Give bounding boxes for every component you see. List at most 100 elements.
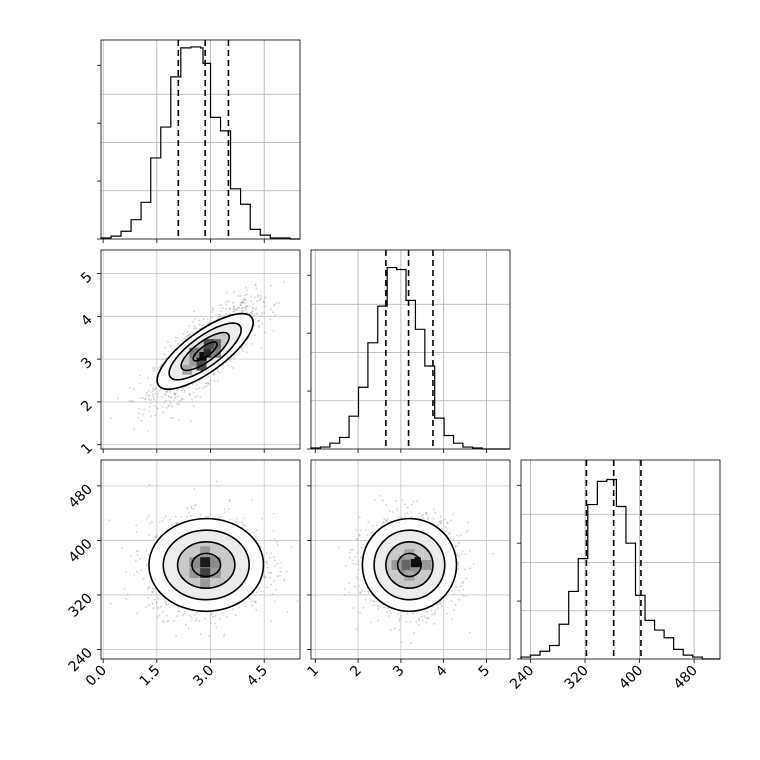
sample-point [269, 318, 272, 321]
sample-point [136, 553, 139, 556]
sample-point [236, 517, 238, 520]
sample-point [459, 534, 462, 537]
sample-point [196, 394, 199, 397]
sample-point [355, 576, 358, 579]
contour-line-2 [373, 529, 446, 601]
sample-point [382, 521, 385, 524]
sample-point [221, 307, 224, 310]
sample-point [456, 553, 459, 556]
sample-point [400, 614, 403, 617]
sample-point [244, 308, 247, 310]
sample-point [186, 507, 189, 510]
sample-point [210, 316, 213, 319]
sample-point [357, 568, 360, 571]
panel-content [311, 460, 510, 659]
sample-point [152, 607, 155, 610]
sample-point [163, 401, 165, 404]
sample-point [269, 284, 272, 287]
sample-point [178, 400, 181, 403]
sample-point [151, 587, 154, 590]
histogram-step-line [520, 478, 720, 660]
sample-point [159, 388, 162, 391]
sample-point [243, 517, 246, 520]
sample-point [199, 396, 202, 398]
sample-point [237, 306, 240, 309]
sample-point [409, 620, 412, 623]
sample-point [251, 306, 254, 309]
sample-point [190, 619, 193, 622]
sample-point [182, 387, 184, 390]
sample-point [140, 419, 143, 422]
sample-point [156, 534, 158, 536]
sample-point [439, 521, 442, 524]
sample-point [260, 346, 263, 349]
sample-point [348, 581, 351, 584]
sample-point [216, 316, 219, 319]
sample-point [425, 512, 427, 514]
sample-point [462, 594, 465, 597]
sample-point [251, 312, 254, 314]
sample-point [422, 517, 425, 520]
sample-point [206, 382, 208, 384]
sample-point [165, 603, 168, 606]
sample-point [275, 302, 278, 304]
sample-point [248, 305, 251, 308]
sample-point [135, 550, 138, 553]
sample-point [460, 553, 463, 556]
sample-point [136, 612, 139, 615]
sample-point [450, 589, 453, 592]
sample-point [218, 313, 221, 316]
sample-point [170, 396, 173, 399]
sample-point [261, 322, 264, 325]
sample-point [435, 609, 437, 611]
sample-point [169, 402, 172, 405]
sample-point [187, 334, 190, 337]
sample-point [452, 513, 455, 516]
sample-point [236, 307, 238, 310]
sample-point [451, 618, 454, 621]
sample-point [257, 294, 259, 297]
sample-point [461, 582, 464, 584]
sample-point [192, 405, 195, 407]
sample-point [162, 352, 165, 355]
sample-point [155, 536, 158, 539]
sample-point [276, 575, 279, 578]
sample-point [159, 366, 161, 369]
sample-point [439, 602, 442, 605]
sample-point [251, 307, 254, 309]
sample-point [279, 574, 281, 577]
sample-point [458, 555, 461, 558]
sample-point [244, 305, 247, 308]
x-tick-label-1-2: 1.5 [137, 663, 164, 690]
sample-point [193, 327, 195, 330]
sample-point [275, 541, 278, 543]
sample-point [355, 529, 358, 531]
sample-point [406, 506, 409, 509]
sample-point [244, 306, 247, 309]
sample-point [235, 309, 238, 311]
density-cell [189, 557, 200, 568]
panel-content [101, 250, 300, 449]
sample-point [389, 629, 392, 632]
contour-line-2 [168, 322, 242, 381]
sample-point [174, 396, 176, 399]
sample-point [285, 570, 288, 573]
sample-point [228, 500, 231, 503]
sample-point [448, 532, 451, 535]
x-tick-label-3-1: 240 [507, 663, 537, 693]
sample-point [144, 397, 147, 400]
sample-point [245, 304, 248, 307]
sample-point [148, 522, 151, 525]
sample-point [273, 304, 275, 307]
sample-point [190, 505, 193, 508]
sample-point [204, 385, 206, 388]
sample-point [219, 310, 222, 313]
sample-point [425, 617, 427, 619]
sample-point [492, 552, 495, 555]
sample-point [226, 299, 229, 302]
sample-point [250, 499, 253, 501]
density-cell [200, 568, 211, 579]
sample-point [128, 386, 131, 389]
sample-point [180, 389, 183, 392]
sample-point [219, 372, 222, 375]
